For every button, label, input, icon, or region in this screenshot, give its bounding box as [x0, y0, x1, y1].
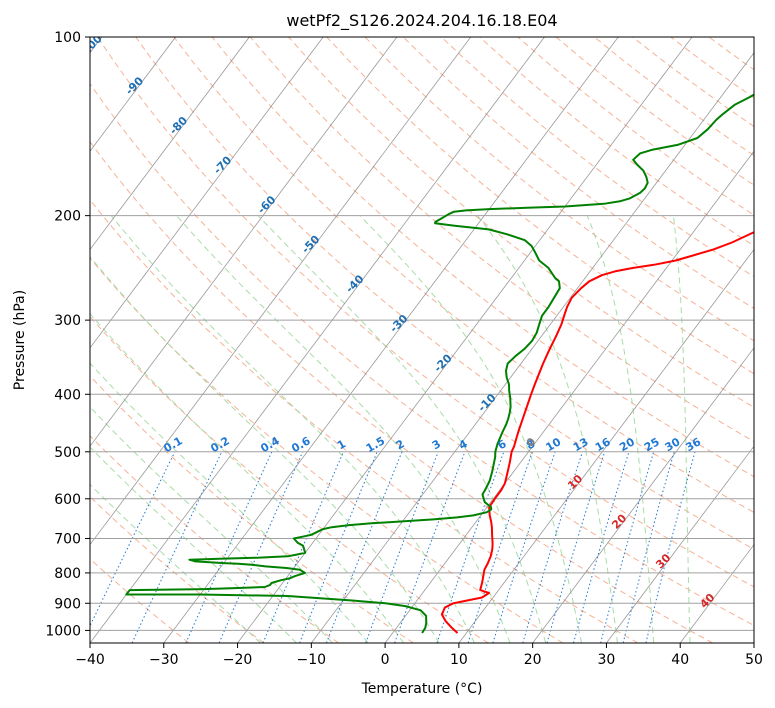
isotherm-line — [606, 445, 754, 643]
mixing-ratio-line — [467, 451, 533, 643]
moist-adiabat — [90, 483, 261, 643]
isotherm-line — [163, 37, 619, 643]
y-tick-label: 900 — [54, 596, 81, 612]
isotherm-line — [90, 37, 250, 251]
y-tick-label: 500 — [54, 445, 81, 461]
x-tick-label: 10 — [450, 652, 468, 668]
isotherm-line — [384, 150, 754, 643]
dry-adiabat — [249, 37, 754, 443]
x-tick-label: 30 — [598, 652, 616, 668]
mixing-ratio-line — [573, 451, 630, 643]
y-tick-label: 700 — [54, 532, 81, 548]
y-tick-label: 100 — [54, 30, 81, 46]
x-tick-label: 40 — [671, 652, 689, 668]
isotherm-line — [90, 37, 545, 643]
mixing-ratio-line — [546, 451, 606, 643]
y-axis-label: Pressure (hPa) — [12, 290, 28, 390]
x-tick-label: −20 — [223, 652, 253, 668]
x-tick-label: 20 — [524, 652, 542, 668]
isotherm-line — [90, 37, 398, 447]
isotherm-line — [90, 37, 472, 546]
y-tick-label: 600 — [54, 492, 81, 508]
dry-adiabat — [90, 257, 564, 643]
mixing-ratio-line — [645, 451, 696, 643]
isotherm-line — [90, 37, 324, 349]
dry-adiabat — [173, 37, 754, 514]
x-tick-label: −40 — [75, 652, 105, 668]
mixing-ratio-line — [522, 451, 583, 643]
isotherm-line — [90, 37, 176, 152]
dry-adiabat — [402, 37, 754, 310]
y-tick-label: 200 — [54, 209, 81, 225]
x-tick-label: 50 — [745, 652, 763, 668]
mixing-ratio-line — [90, 451, 176, 627]
moist-adiabat — [90, 446, 297, 643]
x-axis-label: Temperature (°C) — [361, 681, 483, 697]
mixing-ratio-line — [600, 451, 655, 643]
dry-adiabat — [97, 37, 754, 588]
mixing-ratio-line — [622, 451, 675, 643]
isotherm-line — [458, 248, 754, 643]
dry-adiabat — [90, 141, 713, 643]
x-tick-label: −10 — [297, 652, 327, 668]
mixing-ratio-line — [325, 451, 403, 643]
isotherm-line — [237, 37, 693, 643]
y-tick-label: 400 — [54, 387, 81, 403]
x-tick-label: −30 — [149, 652, 179, 668]
moist-adiabat — [477, 215, 618, 643]
y-tick-label: 300 — [54, 313, 81, 329]
mixing-ratio-line — [492, 451, 556, 643]
moist-adiabat — [90, 406, 333, 643]
moist-adiabat — [90, 255, 440, 643]
mixing-ratio-line — [365, 451, 439, 643]
mixing-ratio-line — [394, 451, 466, 643]
dry-adiabat — [364, 37, 754, 342]
x-tick-label: 0 — [381, 652, 390, 668]
moist-adiabat — [257, 215, 547, 643]
temperature-profile-line — [440, 231, 754, 634]
moist-adiabat — [110, 215, 475, 643]
mixing-ratio-line — [262, 451, 344, 643]
chart-title: wetPf2_S126.2024.204.16.18.E04 — [286, 11, 557, 31]
plot-frame — [89, 36, 755, 644]
dewpoint-profile-line — [125, 93, 754, 634]
y-tick-label: 1000 — [45, 623, 81, 639]
mixing-ratio-line — [299, 451, 378, 643]
moist-adiabat — [90, 313, 405, 643]
y-tick-label: 800 — [54, 566, 81, 582]
moist-adiabat — [586, 215, 655, 643]
dry-adiabat — [211, 37, 754, 478]
moist-adiabat — [672, 215, 691, 643]
dry-adiabat — [90, 435, 339, 643]
isotherm-line — [532, 347, 754, 643]
moist-adiabat — [176, 215, 511, 643]
dry-adiabat — [90, 82, 754, 626]
dry-adiabat — [90, 199, 639, 643]
isotherm-line — [311, 52, 754, 643]
